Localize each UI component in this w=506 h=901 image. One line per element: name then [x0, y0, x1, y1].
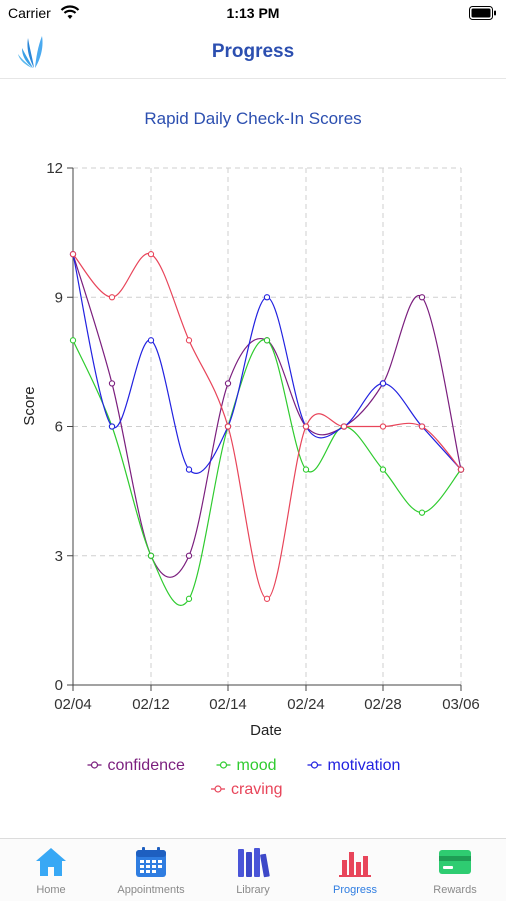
- x-tick-label: 02/14: [209, 696, 247, 713]
- data-point-confidence: [224, 380, 232, 387]
- data-point-mood: [263, 337, 271, 344]
- data-point-craving: [379, 423, 387, 430]
- tab-progress[interactable]: Progress: [305, 839, 405, 901]
- data-point-motivation: [263, 294, 271, 301]
- books-icon: [238, 848, 270, 878]
- data-point-craving: [108, 294, 116, 301]
- chart-grid: [73, 167, 462, 685]
- data-point-mood: [418, 509, 426, 516]
- carrier-label: Carrier: [8, 5, 51, 21]
- data-point-craving: [263, 595, 271, 602]
- x-tick-label: 03/06: [442, 696, 480, 713]
- tab-home-label: Home: [36, 884, 66, 896]
- legend-label-mood: mood: [237, 757, 277, 774]
- data-point-craving: [147, 251, 155, 258]
- data-point-craving: [457, 466, 465, 473]
- y-tick-label: 12: [46, 160, 63, 177]
- series-line-mood: [72, 339, 462, 606]
- tab-rewards-label: Rewards: [433, 884, 477, 896]
- tab-rewards[interactable]: Rewards: [405, 839, 505, 901]
- legend-marker-craving: [214, 785, 222, 793]
- nav-header: Progress: [0, 28, 506, 79]
- data-point-confidence: [418, 294, 426, 301]
- legend-label-craving: craving: [231, 781, 283, 798]
- battery-icon: [469, 6, 496, 20]
- tab-library-label: Library: [236, 884, 270, 896]
- tab-appointments[interactable]: Appointments: [101, 839, 201, 901]
- chart-axes: 0 3 6 9 12 02/04 02/12 02/14 02/24 02/28 03/06: [46, 160, 479, 713]
- y-tick-label: 9: [55, 289, 63, 306]
- series-line-confidence: [72, 253, 462, 578]
- data-point-mood: [302, 466, 310, 473]
- y-axis-label: Score: [21, 386, 38, 425]
- data-point-mood: [185, 595, 193, 602]
- wifi-icon: [60, 5, 80, 19]
- calendar-icon: [136, 847, 166, 877]
- app-logo: [18, 36, 43, 68]
- x-tick-label: 02/12: [132, 696, 170, 713]
- data-point-motivation: [379, 380, 387, 387]
- home-icon: [36, 848, 66, 876]
- data-point-mood: [69, 337, 77, 344]
- data-point-craving: [185, 337, 193, 344]
- tab-library[interactable]: Library: [203, 839, 303, 901]
- legend-label-confidence: confidence: [108, 757, 185, 774]
- tab-bar: Home Appointments Library: [0, 838, 506, 901]
- tab-appointments-label: Appointments: [117, 884, 185, 896]
- data-point-craving: [418, 423, 426, 430]
- data-point-craving: [302, 423, 310, 430]
- tab-progress-label: Progress: [332, 884, 378, 896]
- y-tick-label: 0: [55, 677, 63, 694]
- data-point-motivation: [147, 337, 155, 344]
- chart-series: [69, 251, 465, 606]
- bar-chart-icon: [339, 852, 371, 877]
- x-tick-label: 02/24: [287, 696, 325, 713]
- status-bar: Carrier 1:13 PM: [0, 0, 506, 28]
- page-title: Progress: [211, 41, 295, 62]
- chart-legend: confidence mood motivation craving: [87, 757, 401, 798]
- legend-marker-motivation: [310, 761, 319, 769]
- data-point-craving: [340, 423, 348, 430]
- series-line-motivation: [72, 254, 462, 474]
- y-tick-label: 3: [55, 548, 63, 565]
- data-point-motivation: [185, 466, 193, 473]
- legend-marker-mood: [219, 761, 228, 769]
- tab-home[interactable]: Home: [1, 839, 101, 901]
- data-point-craving: [224, 423, 232, 430]
- legend-label-motivation: motivation: [328, 757, 401, 774]
- data-point-motivation: [108, 423, 116, 430]
- data-point-craving: [69, 251, 77, 258]
- x-axis-label: Date: [250, 722, 282, 739]
- data-point-confidence: [108, 380, 116, 387]
- chart-title: Rapid Daily Check-In Scores: [144, 109, 361, 128]
- chart-container: Rapid Daily Check-In Scores 0 3 6 9 12 02/04 0…: [0, 90, 506, 825]
- clock: 1:13 PM: [226, 5, 280, 21]
- card-icon: [439, 850, 471, 874]
- x-tick-label: 02/04: [54, 696, 92, 713]
- x-tick-label: 02/28: [364, 696, 402, 713]
- data-point-confidence: [185, 552, 193, 559]
- y-tick-label: 6: [55, 419, 63, 436]
- data-point-mood: [147, 552, 155, 559]
- legend-marker-confidence: [90, 761, 99, 769]
- data-point-mood: [379, 466, 387, 473]
